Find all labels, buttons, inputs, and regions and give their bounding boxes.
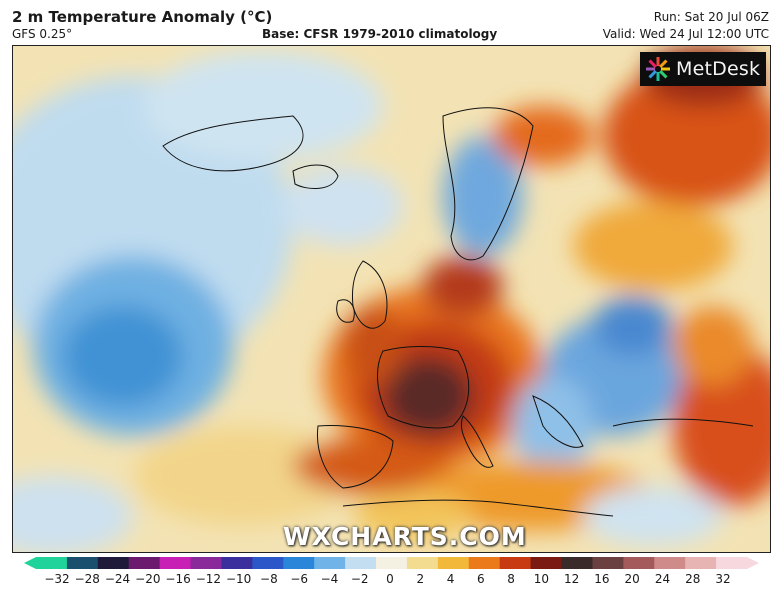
colorbar-segment	[437, 557, 470, 569]
colorbar-segment	[654, 557, 686, 569]
colorbar-tick-label: −8	[260, 572, 278, 586]
climatology-base-label: Base: CFSR 1979-2010 climatology	[262, 27, 498, 41]
colorbar-segment	[685, 557, 717, 569]
colorbar-tick-label: −24	[104, 572, 131, 586]
colorbar-segment	[190, 557, 223, 569]
colorbar-segment	[36, 557, 68, 569]
colorbar-tick-label: 10	[533, 572, 549, 586]
colorbar-segment	[314, 557, 346, 569]
metdesk-brand-text: MetDesk	[676, 58, 761, 80]
colorbar-tick-label: −12	[195, 572, 222, 586]
colorbar-segment	[406, 557, 439, 569]
colorbar-segment	[530, 557, 563, 569]
wxcharts-watermark: WXCHARTS.COM	[283, 522, 527, 551]
anomaly-shading	[13, 46, 770, 552]
colorbar-tick-label: −32	[44, 572, 70, 586]
anomaly-map[interactable]: MetDesk WXCHARTS.COM	[12, 45, 771, 553]
model-label: GFS 0.25°	[12, 27, 73, 41]
colorbar-tick-label: −2	[350, 572, 369, 586]
colorbar-tick-label: 6	[476, 572, 485, 586]
colorbar-segment	[345, 557, 377, 569]
colorbar-right-arrow	[747, 557, 759, 569]
anomaly-field	[13, 46, 770, 552]
colorbar-tick-label: 2	[416, 572, 425, 586]
colorbar-tick-label: 20	[624, 572, 640, 586]
colorbar-tick-label: 12	[563, 572, 580, 586]
colorbar-segment	[128, 557, 161, 569]
colorbar-tick-label: 0	[386, 572, 394, 586]
colorbar-segment	[468, 557, 501, 569]
colorbar-segment	[592, 557, 624, 569]
colorbar-segment	[221, 557, 253, 569]
colorbar-tick-label: −4	[320, 572, 339, 586]
colorbar-tick-label: 24	[654, 572, 671, 586]
metdesk-star-icon	[646, 57, 670, 81]
colorbar-tick-label: −20	[135, 572, 161, 586]
colorbar-segment	[159, 557, 192, 569]
colorbar-tick-label: 16	[594, 572, 610, 586]
colorbar-segment	[561, 557, 594, 569]
colorbar-tick-label: −16	[165, 572, 191, 586]
colorbar-tick-label: 8	[507, 572, 515, 586]
valid-time-label: Valid: Wed 24 Jul 12:00 UTC	[602, 27, 769, 41]
color-scale-bar	[24, 557, 759, 569]
colorbar-tick-label: −6	[290, 572, 309, 586]
metdesk-logo: MetDesk	[640, 52, 766, 86]
colorbar-tick-label: 28	[685, 572, 701, 586]
colorbar-segment	[499, 557, 532, 569]
colorbar-tick-label: −28	[74, 572, 100, 586]
colorbar-segment	[376, 557, 408, 569]
chart-title: 2 m Temperature Anomaly (°C)	[12, 8, 273, 26]
chart-header: 2 m Temperature Anomaly (°C) GFS 0.25° B…	[0, 0, 783, 44]
colorbar-segment	[716, 557, 748, 569]
color-scale-ticks: −32 −28 −24 −20 −16 −12 −10 −8 −6 −4 −2 0 2 4 6 8 10 12 16…	[0, 572, 783, 588]
colorbar-segment	[97, 557, 130, 569]
colorbar-tick-label: 32	[715, 572, 731, 586]
colorbar-segment	[283, 557, 315, 569]
colorbar-left-arrow	[24, 557, 36, 569]
colorbar-tick-label: 4	[446, 572, 455, 586]
colorbar-tick-label: −10	[225, 572, 252, 586]
coastlines	[162, 107, 754, 517]
colorbar-segment	[66, 557, 99, 569]
run-time-label: Run: Sat 20 Jul 06Z	[653, 10, 769, 24]
colorbar-segment	[252, 557, 284, 569]
colorbar-segment	[623, 557, 655, 569]
